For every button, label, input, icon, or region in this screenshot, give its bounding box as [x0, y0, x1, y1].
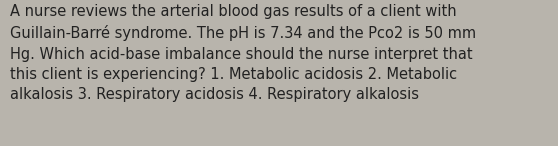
Text: A nurse reviews the arterial blood gas results of a client with
Guillain-Barré s: A nurse reviews the arterial blood gas r… [10, 4, 476, 102]
